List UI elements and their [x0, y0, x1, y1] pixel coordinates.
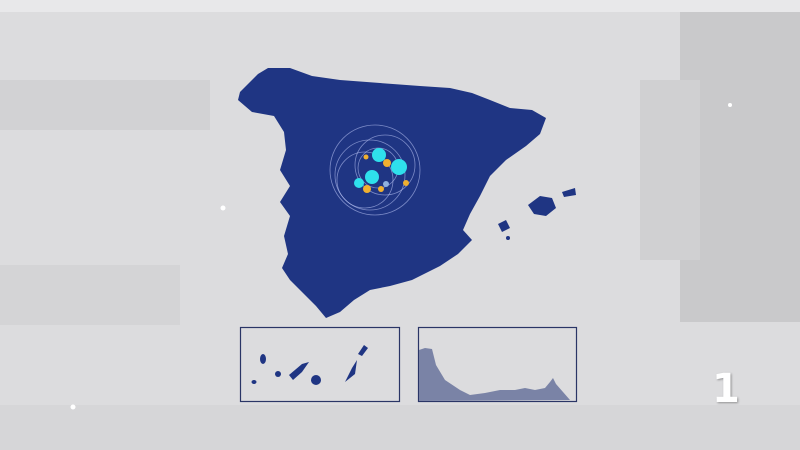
background-band [0, 0, 800, 12]
background-band [0, 265, 180, 325]
marker-large [372, 148, 386, 162]
marker-large [365, 170, 379, 184]
event-markers [354, 148, 409, 193]
marker-small [363, 154, 369, 160]
marker-small [378, 186, 384, 192]
background-band [0, 80, 210, 130]
peninsula-shape [238, 68, 546, 318]
canary-islands-inset [239, 326, 401, 403]
grid-dots [70, 103, 732, 410]
balearic-islands [498, 188, 576, 240]
background-band [640, 80, 700, 260]
marker-large [354, 178, 364, 188]
marker-small [403, 180, 409, 186]
channel-logo: 1 [712, 366, 740, 412]
background-band [0, 405, 800, 450]
marker-small [363, 185, 371, 193]
background-band [680, 12, 800, 322]
marker-rings [329, 124, 421, 216]
strait-coast-inset [417, 326, 578, 403]
marker-large [391, 159, 407, 175]
marker-small [383, 159, 391, 167]
